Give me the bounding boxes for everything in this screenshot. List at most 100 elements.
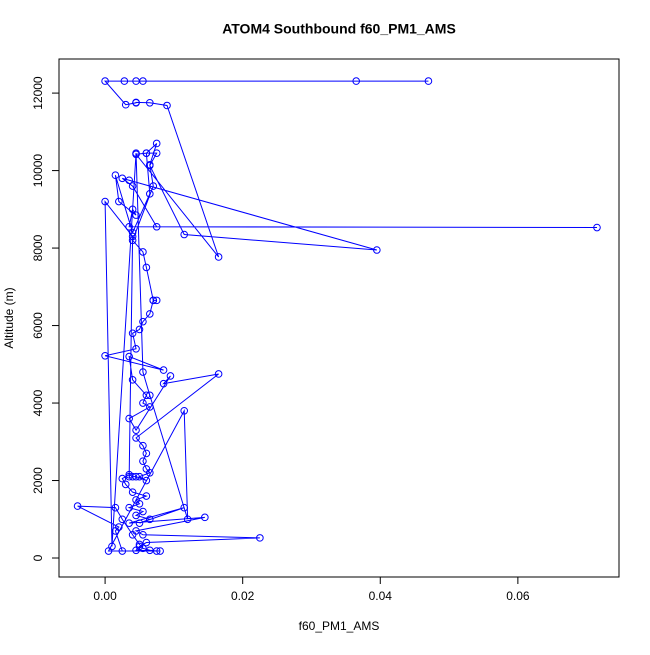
data-point [146, 190, 154, 198]
data-point [108, 542, 116, 551]
data-point [214, 253, 223, 261]
data-point [593, 223, 601, 232]
data-point [125, 352, 133, 361]
x-tick-label: 0.06 [506, 589, 530, 603]
data-point [135, 325, 144, 334]
data-point [101, 197, 109, 206]
data-point [142, 149, 151, 157]
data-point [156, 547, 164, 555]
data-point [139, 441, 147, 450]
data-point [128, 329, 137, 338]
x-axis-label: f60_PM1_AMS [299, 619, 380, 633]
data-point [132, 98, 140, 107]
y-axis-label: Altitude (m) [2, 287, 16, 348]
data-point [118, 474, 127, 483]
data-point [159, 379, 168, 388]
data-point [132, 426, 140, 434]
data-point [146, 160, 154, 169]
data-point [128, 488, 137, 496]
data-point [163, 101, 171, 110]
data-point [125, 414, 133, 423]
data-point [146, 403, 154, 411]
data-point [152, 149, 161, 157]
data-point [142, 538, 151, 547]
data-point [152, 547, 161, 555]
data-point [128, 375, 137, 384]
y-tick-label: 4000 [31, 389, 45, 416]
data-point [146, 98, 154, 107]
data-point [180, 503, 189, 512]
y-tick-label: 2000 [31, 467, 45, 494]
data-point [149, 296, 158, 305]
data-point [125, 222, 133, 231]
data-point [152, 222, 161, 231]
data-point [139, 507, 147, 516]
data-point [132, 149, 140, 157]
data-point [132, 77, 140, 85]
data-point [146, 310, 154, 318]
data-point [180, 230, 189, 239]
data-point [152, 139, 161, 148]
data-point [166, 372, 175, 380]
data-point [128, 232, 137, 241]
data-point [142, 263, 151, 272]
x-tick-label: 0.04 [369, 589, 393, 603]
data-point [128, 236, 137, 245]
data-point [132, 345, 140, 353]
data-point [125, 503, 133, 512]
data-point [214, 370, 223, 378]
data-point [132, 434, 140, 442]
data-point [120, 77, 129, 85]
data-point [135, 519, 144, 527]
data-point [139, 248, 147, 256]
data-point [373, 246, 381, 254]
y-tick-label: 8000 [31, 234, 45, 261]
data-point [128, 182, 137, 190]
data-point [121, 480, 130, 489]
y-tick-label: 0 [31, 554, 45, 561]
data-point [352, 77, 360, 85]
data-point [139, 457, 147, 465]
data-point [180, 406, 189, 415]
data-point [159, 366, 168, 374]
data-point [135, 499, 144, 508]
data-line [77, 80, 597, 552]
data-point [142, 391, 151, 400]
data-point [73, 502, 82, 510]
data-point [101, 77, 109, 85]
data-point [118, 547, 127, 555]
data-point [146, 515, 154, 524]
data-point [152, 296, 161, 305]
data-point [115, 197, 123, 206]
data-point [139, 399, 147, 407]
y-tick-label: 6000 [31, 312, 45, 339]
data-point [101, 351, 109, 360]
data-point [125, 519, 133, 527]
data-point [142, 449, 151, 458]
data-point [111, 503, 120, 512]
data-point [132, 546, 140, 555]
data-point [121, 100, 130, 109]
data-point [142, 476, 151, 485]
x-tick-label: 0.00 [93, 589, 117, 603]
data-point [128, 228, 137, 237]
data-point [146, 391, 154, 400]
data-point [118, 174, 127, 183]
x-tick-label: 0.02 [231, 589, 255, 603]
data-point [125, 176, 133, 185]
data-point [183, 515, 192, 524]
data-point [125, 470, 133, 479]
data-point [111, 171, 120, 180]
data-point [118, 515, 127, 524]
data-point [125, 472, 133, 481]
data-point [201, 513, 209, 522]
data-point [139, 544, 147, 553]
y-tick-label: 12000 [31, 76, 45, 110]
chart-title: ATOM4 Southbound f60_PM1_AMS [222, 21, 456, 37]
data-point [139, 317, 147, 326]
data-point [149, 182, 158, 190]
data-point [139, 530, 147, 539]
data-point [128, 205, 137, 214]
